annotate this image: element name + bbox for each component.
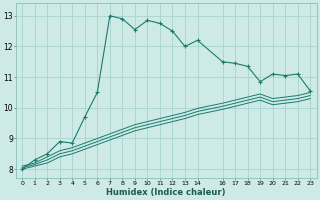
X-axis label: Humidex (Indice chaleur): Humidex (Indice chaleur): [107, 188, 226, 197]
